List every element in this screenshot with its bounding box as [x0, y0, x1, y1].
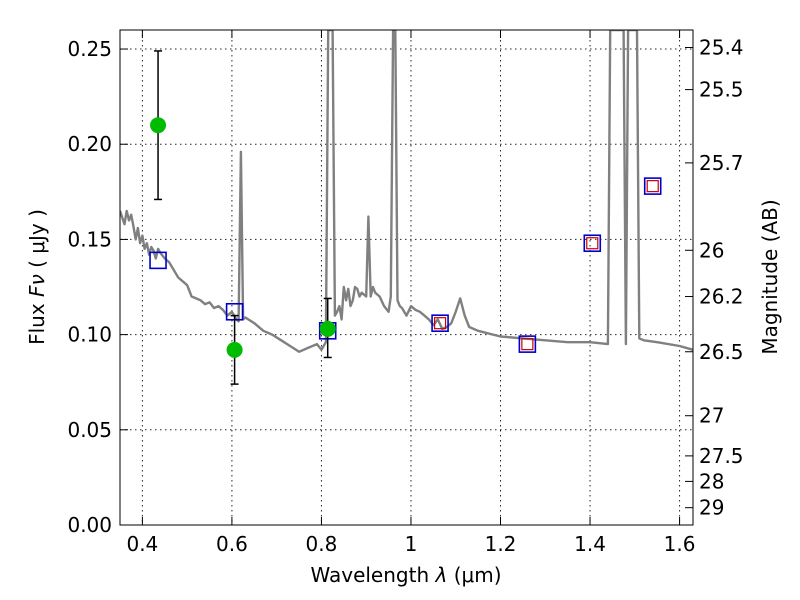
sed-spectrum — [120, 30, 693, 353]
y2-tick-label: 27.5 — [699, 444, 744, 468]
axes: 0.4 0.6 0.8 1 1.2 1.4 1.6 0.00 0.05 0.10 0.15 0.20 0… — [67, 30, 744, 556]
x-tick-label: 0.6 — [216, 532, 248, 556]
y-axis-title-symbol: Fν — [25, 274, 49, 297]
x-axis-title-unit: (μm) — [454, 563, 502, 587]
ir-photometry-square — [586, 237, 599, 250]
y2-tick-label: 25.4 — [699, 36, 744, 60]
ir-photometry-square — [646, 180, 659, 193]
x-tick-label: 0.4 — [126, 532, 158, 556]
y2-tick-label: 25.7 — [699, 151, 744, 175]
y-tick-label: 0.15 — [67, 227, 112, 251]
observed-point — [150, 117, 167, 134]
x-tick-label: 1.6 — [664, 532, 696, 556]
y-tick-label: 0.00 — [67, 513, 112, 537]
plot-frame — [119, 29, 694, 526]
ir-photometry-square — [521, 338, 534, 351]
model-photometry-square — [643, 177, 662, 195]
x-tick-label: 1.2 — [485, 532, 517, 556]
y2-tick-label: 26.2 — [699, 285, 744, 309]
y2-tick-label: 25.5 — [699, 78, 744, 102]
y-tick-label: 0.05 — [67, 418, 112, 442]
y-tick-label: 0.10 — [67, 323, 112, 347]
photometry-points — [149, 50, 662, 385]
y-axis-title-prefix: Flux — [25, 303, 49, 345]
y-tick-label: 0.25 — [67, 37, 112, 61]
observed-point — [319, 320, 336, 337]
x-axis-title: Wavelength λ (μm) — [310, 563, 501, 587]
x-axis-title-symbol: λ — [435, 563, 448, 587]
grid — [120, 30, 693, 526]
y2-tick-label: 26.5 — [699, 340, 744, 364]
y-axis-title-unit: ( μJy ) — [25, 209, 49, 268]
y2-tick-label: 29 — [699, 496, 724, 520]
x-tick-label: 1.4 — [574, 532, 606, 556]
ir-photometry-square — [433, 317, 447, 330]
y-axis-title: Flux Fν ( μJy ) — [25, 209, 49, 345]
x-tick-label: 1 — [405, 532, 418, 556]
model-photometry-square — [583, 234, 602, 253]
y-tick-label: 0.20 — [67, 132, 112, 156]
model-photometry-square — [518, 335, 537, 353]
y2-tick-label: 26 — [699, 238, 724, 262]
y2-axis-title: Magnitude (AB) — [758, 199, 782, 354]
model-photometry-square — [149, 251, 167, 270]
sed-spectrum-line — [120, 30, 693, 353]
x-axis-title-prefix: Wavelength — [310, 563, 429, 587]
y2-tick-label: 28 — [699, 469, 724, 493]
observed-point — [226, 341, 243, 358]
model-photometry-square — [431, 314, 449, 332]
x-tick-label: 0.8 — [306, 532, 338, 556]
y2-tick-label: 27 — [699, 404, 724, 428]
